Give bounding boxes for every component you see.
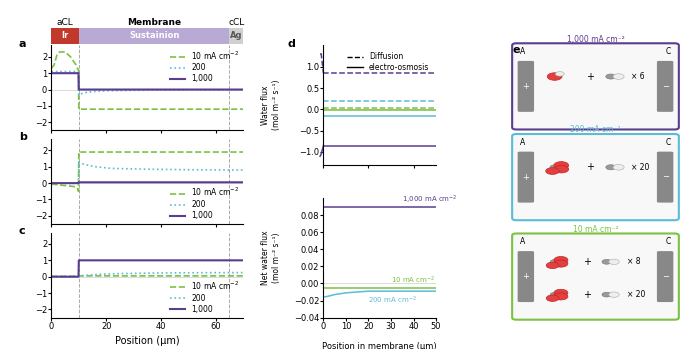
Text: C: C: [666, 47, 671, 56]
Text: Ag: Ag: [230, 31, 242, 40]
Y-axis label: CO₃²⁻ transference: CO₃²⁻ transference: [0, 145, 1, 218]
Text: 10 mA cm⁻²: 10 mA cm⁻²: [573, 225, 619, 234]
Text: +: +: [584, 290, 592, 300]
Text: +: +: [523, 272, 530, 281]
Text: cCL: cCL: [228, 17, 245, 27]
Text: aCL: aCL: [57, 17, 73, 27]
Text: × 6: × 6: [632, 72, 645, 81]
Text: +: +: [523, 173, 530, 181]
Text: A: A: [520, 237, 525, 246]
Text: × 8: × 8: [627, 257, 640, 266]
Text: 10 mA cm$^{-2}$: 10 mA cm$^{-2}$: [391, 275, 436, 286]
Legend: 10 mA cm$^{-2}$, 200, 1,000: 10 mA cm$^{-2}$, 200, 1,000: [170, 280, 239, 314]
Y-axis label: OH⁻ transference: OH⁻ transference: [0, 242, 1, 309]
Text: 1,000 mA cm$^{-2}$: 1,000 mA cm$^{-2}$: [402, 194, 458, 206]
Text: × 20: × 20: [627, 290, 645, 299]
Text: +: +: [586, 162, 595, 172]
Text: C: C: [666, 237, 671, 246]
Text: +: +: [586, 72, 595, 82]
Text: a: a: [18, 39, 26, 49]
Text: +: +: [584, 257, 592, 267]
Legend: Diffusion, electro-osmosis: Diffusion, electro-osmosis: [345, 49, 432, 75]
Y-axis label: Water flux
(mol m⁻² s⁻¹): Water flux (mol m⁻² s⁻¹): [261, 80, 281, 130]
Text: +: +: [523, 82, 530, 91]
Text: e: e: [513, 45, 521, 55]
Text: 200 mA cm$^{-2}$: 200 mA cm$^{-2}$: [369, 295, 417, 306]
Text: Membrane: Membrane: [127, 17, 182, 27]
Y-axis label: Net water flux
(mol m⁻² s⁻¹): Net water flux (mol m⁻² s⁻¹): [261, 231, 281, 285]
Text: A: A: [520, 47, 525, 56]
Text: −: −: [662, 173, 669, 181]
Text: C: C: [666, 138, 671, 147]
X-axis label: Position in membrane (μm): Position in membrane (μm): [323, 342, 437, 349]
Text: −: −: [662, 272, 669, 281]
Legend: 10 mA cm$^{-2}$, 200, 1,000: 10 mA cm$^{-2}$, 200, 1,000: [170, 49, 239, 83]
Text: × 20: × 20: [632, 163, 649, 172]
Text: c: c: [18, 226, 25, 236]
Text: A: A: [520, 138, 525, 147]
Text: d: d: [288, 39, 295, 50]
Text: 1,000 mA cm⁻²: 1,000 mA cm⁻²: [566, 35, 624, 44]
Y-axis label: HCO₃⁻ transference: HCO₃⁻ transference: [0, 50, 1, 126]
Text: Ir: Ir: [62, 31, 68, 40]
Text: 200 mA cm⁻²: 200 mA cm⁻²: [570, 125, 621, 134]
Text: −: −: [662, 82, 669, 91]
Legend: 10 mA cm$^{-2}$, 200, 1,000: 10 mA cm$^{-2}$, 200, 1,000: [170, 186, 239, 220]
X-axis label: Position (μm): Position (μm): [115, 336, 179, 346]
Text: Sustainion: Sustainion: [129, 31, 179, 40]
Text: b: b: [18, 132, 27, 142]
